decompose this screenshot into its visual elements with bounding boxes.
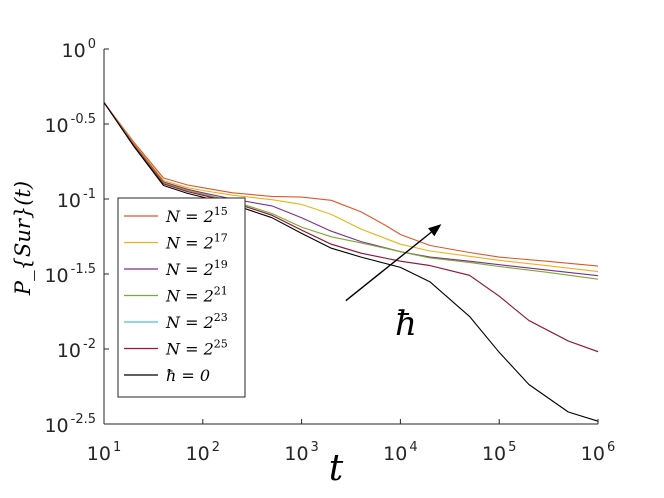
x-tick-label-1: 10 2 bbox=[186, 440, 220, 465]
y-tick-label-4: 10 -2 bbox=[57, 337, 96, 362]
y-tick-label-2: 10 -1 bbox=[57, 187, 96, 212]
legend-entry-4: N = 223 bbox=[124, 311, 228, 332]
y-tick-label-5: 10 -2.5 bbox=[44, 412, 96, 437]
legend-label-1: N = 217 bbox=[165, 232, 228, 253]
series-line-3 bbox=[103, 102, 599, 280]
series-line-1 bbox=[103, 102, 599, 273]
x-tick-label-3: 10 4 bbox=[383, 440, 417, 465]
legend-entry-0: N = 215 bbox=[124, 205, 228, 226]
annotation-arrowhead bbox=[428, 224, 442, 237]
annotation-arrow bbox=[345, 231, 432, 302]
legend-label-2: N = 219 bbox=[165, 258, 228, 279]
legend-entry-5: N = 225 bbox=[124, 338, 228, 359]
hbar-annotation: ħ bbox=[345, 224, 442, 344]
series-line-5 bbox=[103, 102, 599, 353]
x-tick-label-2: 10 3 bbox=[284, 440, 318, 465]
y-axis-label: P_{Sur}(t) bbox=[11, 181, 35, 296]
x-axis-label: t bbox=[329, 448, 344, 489]
x-axis-ticks: 10 1 10 2 10 3 10 4 10 5 10 6 bbox=[87, 419, 615, 465]
y-axis-ticks: 10 0 10 -0.5 10 -1 10 -1.5 10 -2 10 -2.5 bbox=[44, 37, 109, 437]
legend-label-5: N = 225 bbox=[165, 338, 228, 359]
annotation-label: ħ bbox=[395, 304, 417, 344]
legend: N = 215 N = 217 N = 219 N = 221 N = 223 N = 2… bbox=[117, 197, 246, 398]
y-tick-label-1: 10 -0.5 bbox=[44, 112, 96, 137]
plot-frame bbox=[103, 49, 598, 425]
x-tick-label-5: 10 6 bbox=[581, 440, 615, 465]
legend-label-4: N = 223 bbox=[165, 311, 228, 332]
y-tick-label-0: 10 0 bbox=[62, 37, 96, 62]
legend-label-0: N = 215 bbox=[165, 205, 228, 226]
legend-box bbox=[117, 197, 246, 398]
legend-entry-3: N = 221 bbox=[124, 285, 228, 306]
legend-entry-1: N = 217 bbox=[124, 232, 228, 253]
x-tick-label-4: 10 5 bbox=[482, 440, 516, 465]
legend-entry-6: ħ = 0 bbox=[124, 366, 210, 385]
legend-label-3: N = 221 bbox=[165, 285, 228, 306]
series-line-6 bbox=[103, 102, 599, 422]
series-line-2 bbox=[103, 102, 599, 277]
legend-label-6: ħ = 0 bbox=[166, 366, 210, 385]
series-lines bbox=[103, 102, 599, 422]
x-tick-label-0: 10 1 bbox=[87, 440, 121, 465]
legend-entry-2: N = 219 bbox=[124, 258, 228, 279]
y-tick-label-3: 10 -1.5 bbox=[44, 262, 96, 287]
series-line-0 bbox=[103, 102, 599, 267]
